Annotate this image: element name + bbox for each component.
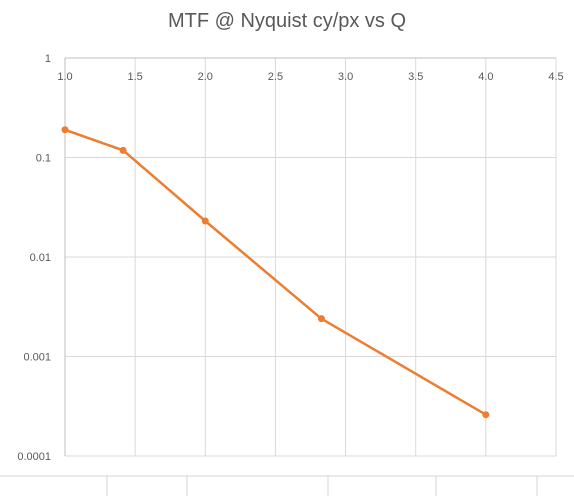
x-axis-ticks: 1.0 1.5 2.0 2.5 3.0 3.5 4.0 4.5	[57, 71, 563, 83]
y-tick-label: 0.1	[36, 153, 51, 165]
data-point	[61, 126, 69, 134]
series-layer	[61, 126, 490, 419]
x-tick-label: 1.0	[57, 71, 72, 83]
x-tick-label: 1.5	[127, 71, 142, 83]
x-tick-label: 3.5	[408, 71, 423, 83]
x-tick-label: 4.5	[548, 71, 563, 83]
data-point	[119, 146, 127, 154]
worksheet-cell-borders	[0, 475, 574, 496]
chart-title: MTF @ Nyquist cy/px vs Q	[167, 10, 407, 32]
y-tick-label: 0.0001	[17, 451, 51, 463]
y-tick-label: 1	[45, 53, 51, 65]
x-tick-label: 4.0	[478, 71, 493, 83]
y-tick-label: 0.001	[23, 352, 51, 364]
x-tick-label: 2.0	[198, 71, 213, 83]
gridlines	[64, 57, 557, 457]
x-tick-label: 3.0	[338, 71, 353, 83]
x-tick-label: 2.5	[268, 71, 283, 83]
y-axis-ticks: 1 0.1 0.01 0.001 0.0001	[17, 53, 51, 463]
data-point	[201, 217, 209, 225]
data-point	[482, 411, 490, 419]
data-point	[317, 315, 325, 323]
y-tick-label: 0.01	[30, 252, 51, 264]
